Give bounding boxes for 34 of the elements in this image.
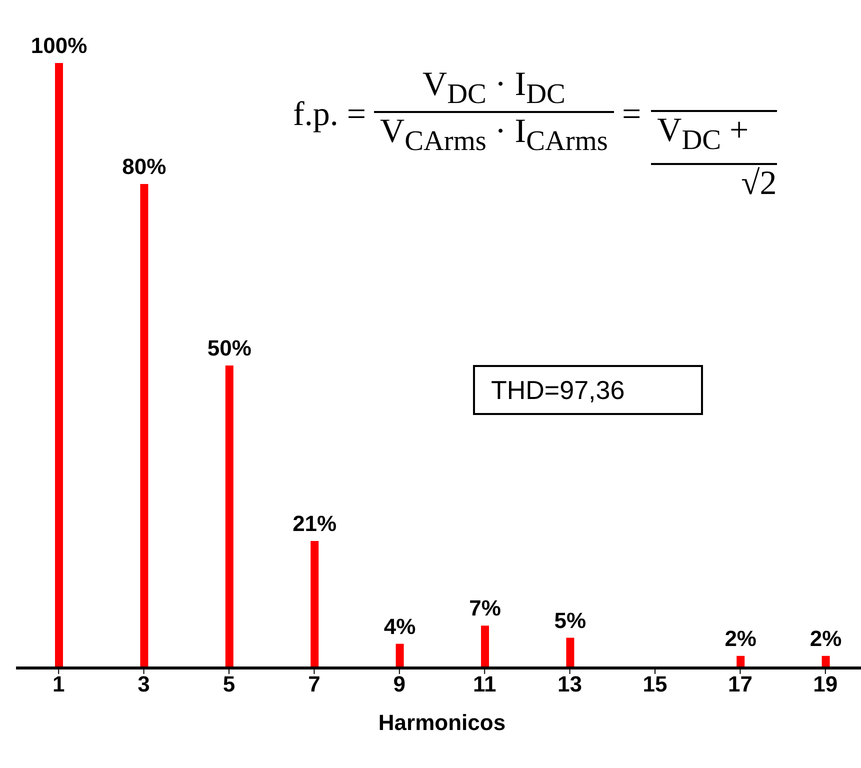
bar [225, 366, 234, 668]
x-tick-label: 1 [52, 672, 65, 697]
x-tick-label: 13 [558, 672, 582, 697]
x-tick-label: 3 [138, 672, 150, 697]
data-label: 2% [724, 626, 756, 651]
annotation: V$_{DC}$ + [657, 112, 749, 156]
data-label: 5% [554, 608, 586, 633]
data-label: 21% [292, 510, 337, 536]
x-axis-title: Harmonicos [378, 710, 506, 735]
x-tick-label: 11 [472, 672, 496, 697]
x-tick-label: 7 [308, 672, 320, 697]
bar [310, 540, 319, 668]
x-tick-label: 9 [393, 672, 406, 697]
x-tick-label: 19 [813, 672, 838, 697]
x-tick-label: 15 [642, 672, 668, 697]
annotation: f.p. = [293, 96, 366, 133]
bar [55, 63, 63, 668]
x-tick-label: 17 [728, 672, 752, 697]
data-label: 100% [30, 33, 88, 58]
data-label: 50% [207, 336, 252, 360]
annotation: V$_{DC}$ · I$_{DC}$ [422, 66, 566, 110]
annotation: THD=97,36 [491, 375, 625, 405]
data-label: 4% [384, 614, 416, 639]
x-tick-label: 5 [222, 672, 236, 697]
annotation: V$_{CArms}$ · I$_{CArms}$ [380, 112, 608, 157]
bar [566, 638, 574, 668]
bar [140, 184, 148, 668]
data-label: 2% [810, 626, 842, 651]
data-label: 80% [122, 154, 166, 179]
annotation: = [622, 96, 642, 133]
data-label: 7% [469, 596, 501, 621]
bar [396, 644, 404, 668]
annotation: √2 [741, 164, 777, 202]
bar [481, 626, 489, 668]
